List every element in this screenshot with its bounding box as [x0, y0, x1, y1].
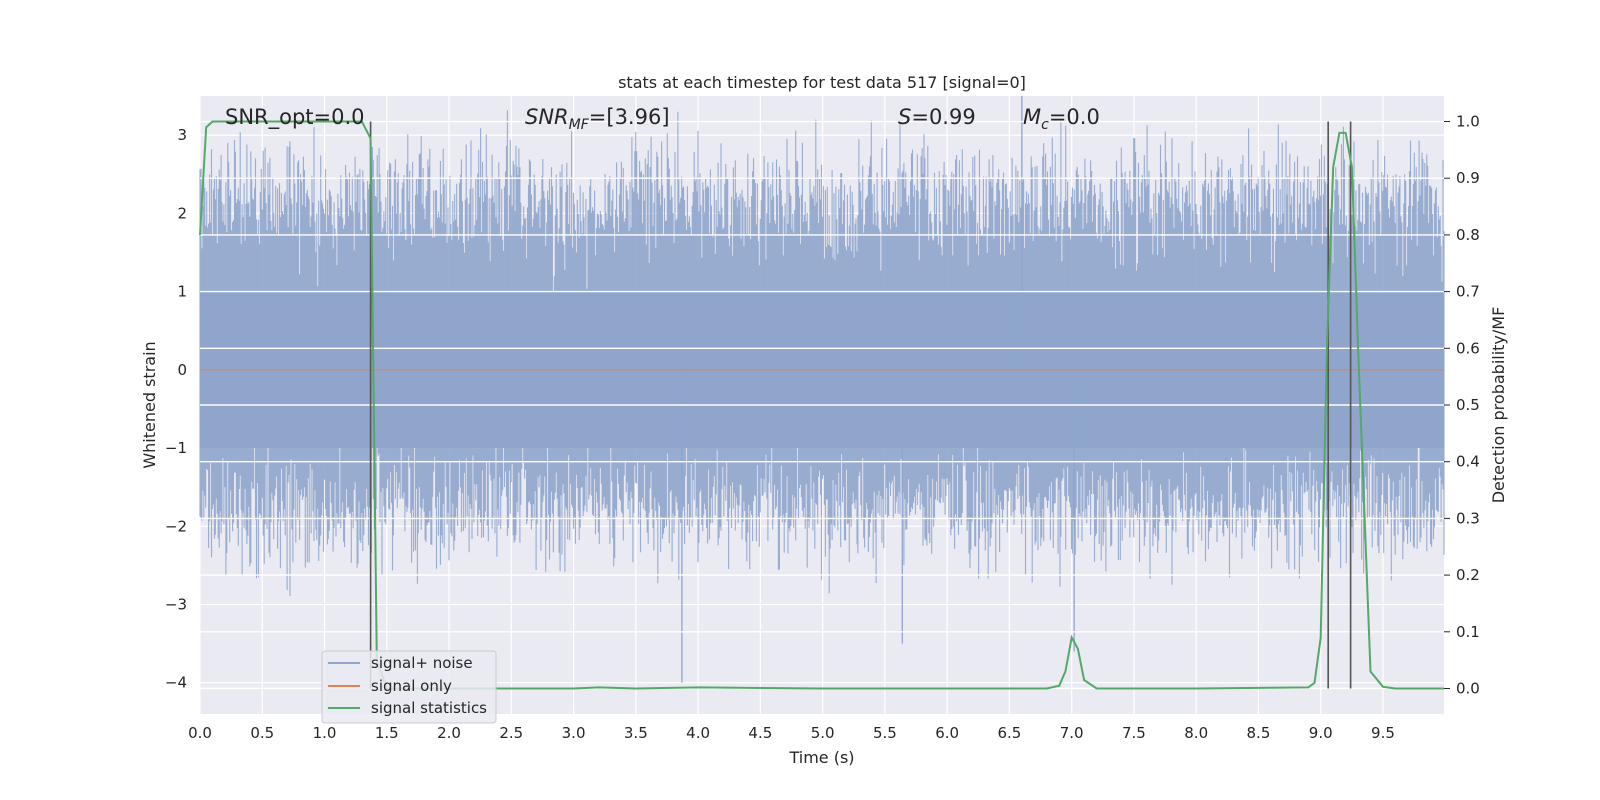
x-tick-label: 3.0 [562, 724, 586, 742]
signal-statistics-line [199, 120, 1444, 690]
legend-label-signal: signal only [371, 677, 452, 695]
chart-title: stats at each timestep for test data 517… [618, 73, 1026, 92]
annotation-s: S=0.99 [898, 105, 976, 129]
y2-tick-label: 0.6 [1456, 339, 1480, 357]
y-tick-label: 0 [177, 361, 187, 379]
x-axis-ticks: 0.0 0.5 1.0 1.5 2.0 2.5 3.0 3.5 4.0 4.5 5.0 5.5 6.0 6… [188, 724, 1395, 742]
x-tick-label: 8.5 [1247, 724, 1271, 742]
x-tick-label: 9.5 [1371, 724, 1395, 742]
snr-mf-value: =[3.96] [589, 105, 670, 129]
x-tick-label: 1.5 [375, 724, 399, 742]
y-tick-label: 3 [177, 126, 187, 144]
y-tick-label: −4 [165, 674, 187, 692]
y2-tick-label: 0.4 [1456, 453, 1480, 471]
y2-tick-label: 1.0 [1456, 113, 1480, 131]
y-axis-ticks: −4 −3 −2 −1 0 1 2 3 [165, 126, 187, 692]
x-tick-label: 3.5 [624, 724, 648, 742]
s-value: =0.99 [911, 105, 975, 129]
mc-symbol: M [1023, 105, 1041, 129]
y2-axis-label: Detection probability/MF [1489, 307, 1508, 504]
x-tick-label: 2.0 [437, 724, 461, 742]
y2-tick-label: 0.9 [1456, 169, 1480, 187]
x-tick-label: 7.0 [1060, 724, 1084, 742]
x-tick-label: 4.5 [748, 724, 772, 742]
y2-tick-label: 0.0 [1456, 679, 1480, 697]
x-tick-label: 0.0 [188, 724, 212, 742]
x-tick-label: 4.0 [686, 724, 710, 742]
y-tick-label: −3 [165, 595, 187, 613]
y2-tick-label: 0.8 [1456, 226, 1480, 244]
x-tick-label: 9.0 [1309, 724, 1333, 742]
legend-label-noise: signal+ noise [371, 654, 473, 672]
y-tick-label: −2 [165, 517, 187, 535]
legend-label-stats: signal statistics [371, 699, 487, 717]
annotation-snr-opt: SNR_opt=0.0 [225, 105, 365, 130]
x-tick-label: 6.0 [935, 724, 959, 742]
snr-mf-subscript: MF [569, 117, 590, 133]
x-tick-label: 2.5 [499, 724, 523, 742]
signal-statistics-series [199, 120, 1444, 690]
legend-box [321, 650, 497, 724]
x-tick-label: 5.0 [811, 724, 835, 742]
y-tick-label: 2 [177, 204, 187, 222]
annotation-snr-mf: SNRMF=[3.96] [525, 105, 670, 133]
x-tick-label: 0.5 [250, 724, 274, 742]
s-symbol: S [898, 105, 911, 129]
x-tick-label: 7.5 [1122, 724, 1146, 742]
y2-tick-label: 0.2 [1456, 566, 1480, 584]
mc-value: =0.0 [1049, 105, 1100, 129]
x-tick-label: 5.5 [873, 724, 897, 742]
x-axis-label: Time (s) [788, 748, 854, 767]
y2-tick-label: 0.5 [1456, 396, 1480, 414]
y2-tick-label: 0.7 [1456, 283, 1480, 301]
x-tick-label: 8.0 [1184, 724, 1208, 742]
y-tick-label: 1 [177, 283, 187, 301]
legend: signal+ noise signal only signal statist… [321, 650, 497, 724]
y-axis-label: Whitened strain [140, 341, 159, 468]
y2-tick-label: 0.3 [1456, 509, 1480, 527]
mc-subscript: c [1041, 117, 1049, 133]
y-tick-label: −1 [165, 439, 187, 457]
y2-axis-ticks: 0.0 0.1 0.2 0.3 0.4 0.5 0.6 0.7 0.8 0.9 1.0 [1444, 113, 1480, 697]
annotation-mc: Mc=0.0 [1023, 105, 1100, 133]
snr-mf-symbol: SNR [525, 105, 569, 129]
y2-tick-label: 0.1 [1456, 623, 1480, 641]
x-tick-label: 1.0 [313, 724, 337, 742]
x-tick-label: 6.5 [997, 724, 1021, 742]
